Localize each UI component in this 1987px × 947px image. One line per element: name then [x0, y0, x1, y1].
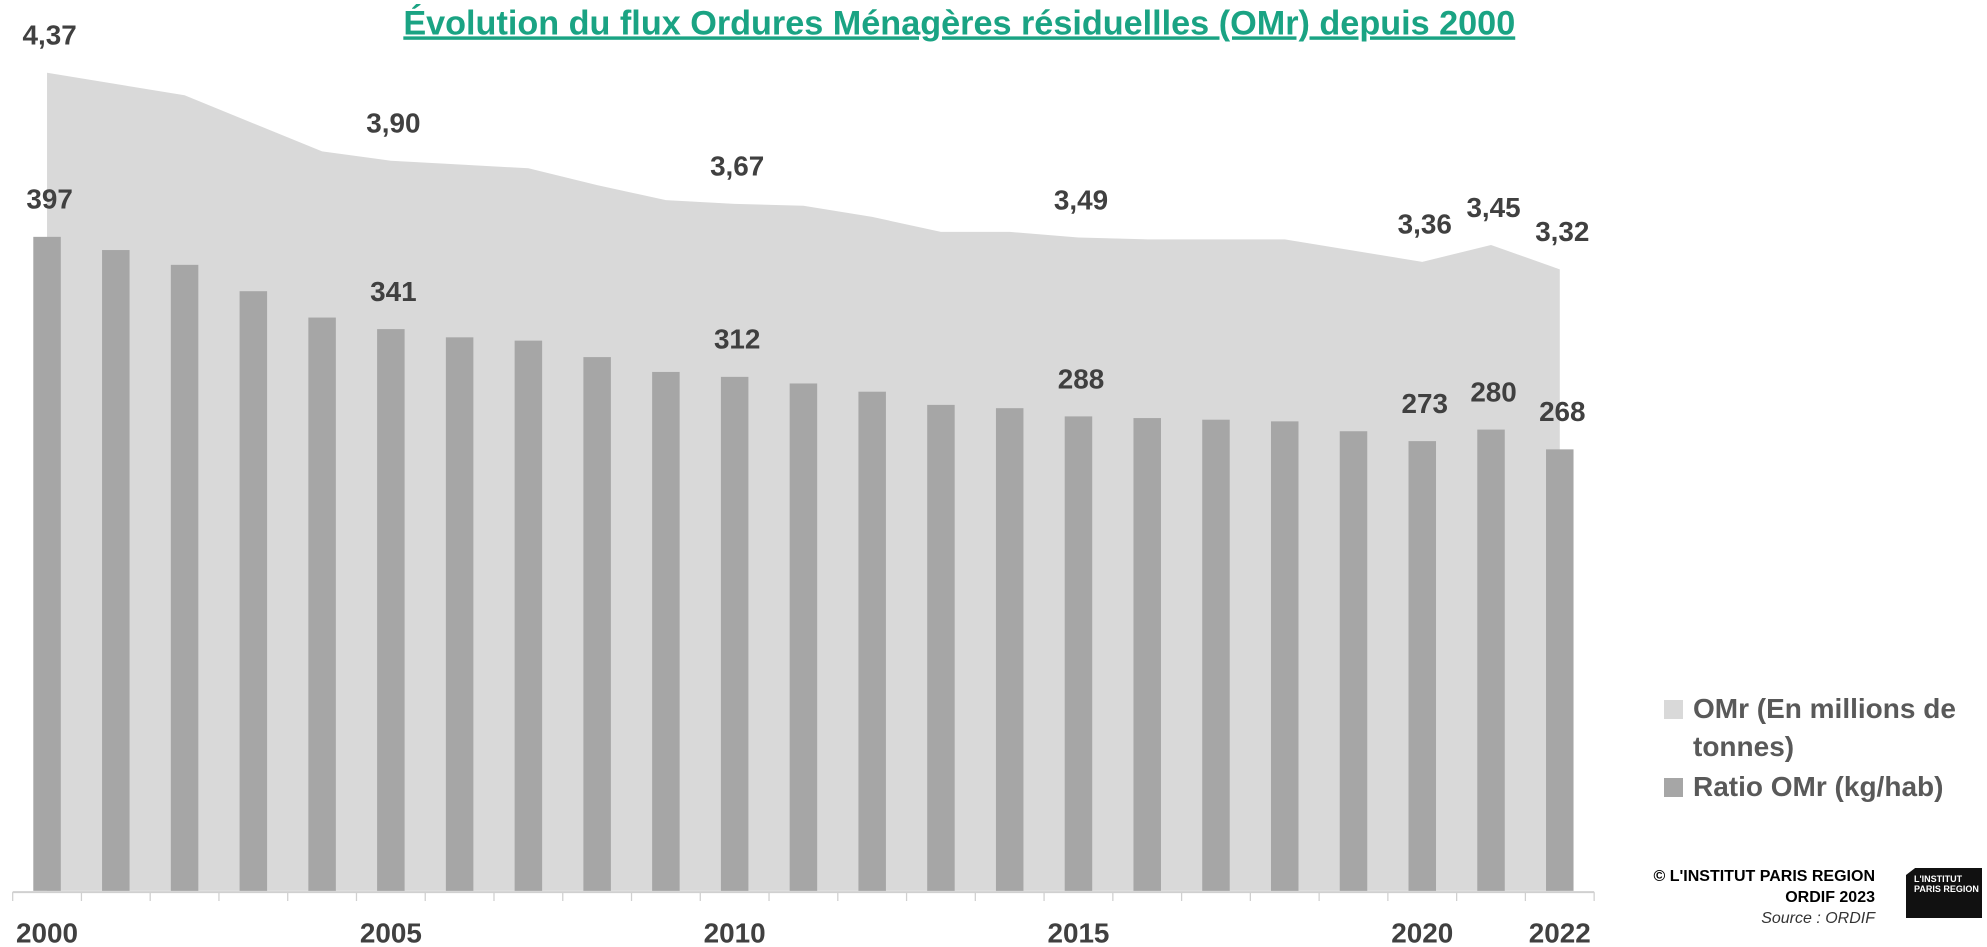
data-label: 312 [714, 324, 760, 355]
chart-title: Évolution du flux Ordures Ménagères rési… [403, 2, 1515, 42]
x-tick-label: 2000 [16, 918, 78, 947]
x-tick-label: 2022 [1529, 918, 1591, 947]
data-label: 273 [1402, 388, 1448, 419]
edition: ORDIF 2023 [1785, 889, 1875, 906]
bar [1270, 421, 1299, 891]
bar [377, 329, 405, 891]
bar [1408, 441, 1437, 891]
legend: OMr (En millions de tonnes) Ratio OMr (kg… [1664, 690, 1964, 808]
footer: © L'INSTITUT PARIS REGION ORDIF 2023 Sou… [1653, 866, 1875, 929]
data-label: 3,45 [1466, 192, 1520, 223]
bar [33, 236, 61, 891]
data-label: 397 [26, 184, 72, 215]
bar [858, 391, 886, 891]
legend-item: Ratio OMr (kg/hab) [1664, 768, 1964, 806]
x-tick-label: 2020 [1391, 918, 1453, 947]
bar [308, 317, 336, 891]
bar [1339, 431, 1368, 891]
source: Source : ORDIF [1761, 910, 1875, 927]
copyright: © L'INSTITUT PARIS REGION [1653, 868, 1875, 885]
bar [1202, 419, 1230, 891]
bar [514, 340, 543, 891]
data-label: 4,37 [22, 20, 76, 51]
bar [652, 371, 680, 891]
data-label: 3,67 [710, 151, 764, 182]
data-label: 3,36 [1398, 209, 1452, 240]
bar [1546, 449, 1574, 891]
x-tick-label: 2015 [1047, 918, 1109, 947]
bar [927, 404, 955, 891]
data-label: 268 [1539, 396, 1585, 427]
legend-label: OMr (En millions de tonnes) [1693, 693, 1956, 762]
data-label: 341 [370, 276, 416, 307]
bar [1477, 429, 1505, 891]
bar [995, 408, 1024, 891]
bar [445, 337, 474, 891]
x-tick-label: 2005 [360, 918, 422, 947]
legend-label: Ratio OMr (kg/hab) [1693, 771, 1944, 802]
bar [1064, 416, 1093, 891]
bar [1133, 418, 1161, 891]
data-label: 3,32 [1535, 216, 1589, 247]
bar [102, 250, 130, 891]
data-label: 3,49 [1054, 184, 1108, 215]
bar [239, 291, 268, 891]
data-label: 288 [1058, 363, 1104, 394]
bar [583, 357, 611, 891]
bar [789, 383, 818, 891]
logo: L'INSTITUT PARIS REGION [1906, 868, 1982, 918]
data-label: 280 [1470, 376, 1516, 407]
bar [170, 264, 199, 891]
x-tick-label: 2010 [704, 918, 766, 947]
data-label: 3,90 [366, 108, 420, 139]
bar [720, 376, 749, 891]
legend-swatch [1664, 778, 1683, 797]
legend-item: OMr (En millions de tonnes) [1664, 690, 1964, 766]
legend-swatch [1664, 700, 1683, 719]
